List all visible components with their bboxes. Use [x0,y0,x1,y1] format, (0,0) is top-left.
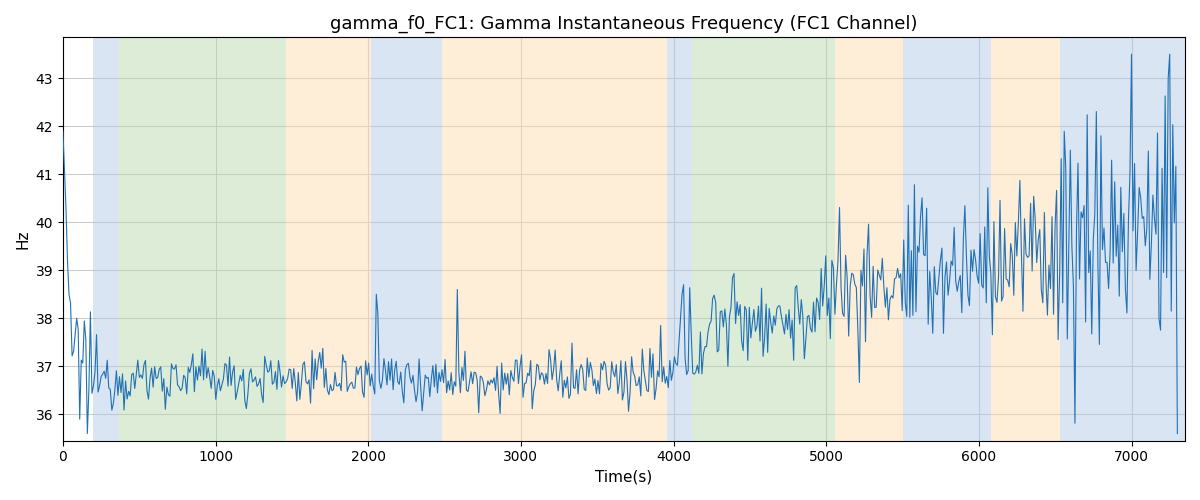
Bar [371,38,442,440]
X-axis label: Time(s): Time(s) [595,470,653,485]
Bar [835,38,902,440]
Bar [1060,38,1184,440]
Bar [991,38,1060,440]
Bar [692,38,835,440]
Y-axis label: Hz: Hz [16,230,30,249]
Bar [286,38,371,440]
Bar [667,38,692,440]
Title: gamma_f0_FC1: Gamma Instantaneous Frequency (FC1 Channel): gamma_f0_FC1: Gamma Instantaneous Freque… [330,15,918,34]
Bar [119,38,286,440]
Bar [94,38,119,440]
Bar [902,38,991,440]
Bar [442,38,667,440]
